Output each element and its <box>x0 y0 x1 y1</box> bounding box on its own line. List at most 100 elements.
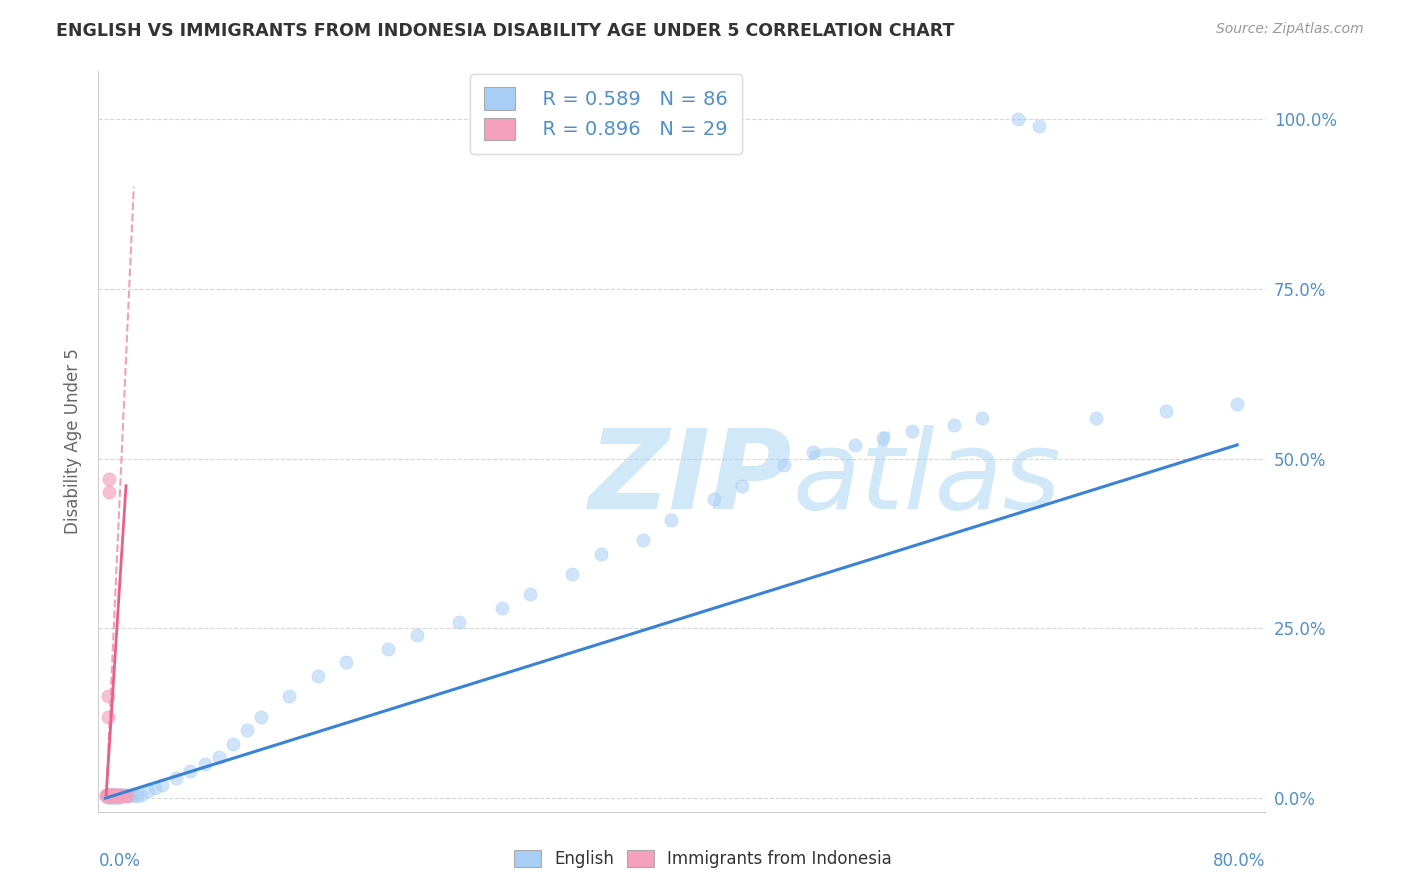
Point <box>150 778 173 792</box>
Point <box>101 788 124 802</box>
Point <box>97 709 120 723</box>
Point <box>107 789 129 804</box>
Point <box>179 764 201 778</box>
Point <box>98 789 121 804</box>
Point <box>97 788 120 802</box>
Point <box>449 615 471 629</box>
Point <box>100 789 122 803</box>
Point <box>110 789 132 803</box>
Point <box>108 789 131 803</box>
Point <box>112 789 135 803</box>
Point <box>307 669 329 683</box>
Point <box>98 788 121 802</box>
Point <box>801 444 824 458</box>
Text: 0.0%: 0.0% <box>98 853 141 871</box>
Point <box>98 789 121 803</box>
Point <box>97 788 120 802</box>
Point <box>98 472 121 486</box>
Point <box>101 789 124 803</box>
Point <box>98 788 121 802</box>
Point <box>100 789 122 804</box>
Point <box>100 789 122 803</box>
Legend:   R = 0.589   N = 86,   R = 0.896   N = 29: R = 0.589 N = 86, R = 0.896 N = 29 <box>470 74 741 153</box>
Point <box>103 789 125 804</box>
Point <box>101 789 124 804</box>
Point <box>377 641 399 656</box>
Point <box>104 789 127 804</box>
Point <box>101 789 124 803</box>
Point <box>96 789 118 804</box>
Point <box>96 789 118 803</box>
Point <box>143 780 166 795</box>
Point <box>943 417 966 432</box>
Point <box>589 547 612 561</box>
Point <box>101 789 124 803</box>
Point <box>110 789 132 803</box>
Point <box>122 788 145 802</box>
Point <box>1028 119 1050 133</box>
Point <box>208 750 231 764</box>
Point <box>236 723 259 738</box>
Point <box>165 771 187 785</box>
Point <box>97 789 120 803</box>
Point <box>659 513 682 527</box>
Point <box>96 789 118 803</box>
Point <box>103 788 125 802</box>
Point <box>278 690 301 704</box>
Point <box>193 757 215 772</box>
Point <box>104 789 127 803</box>
Point <box>97 789 120 803</box>
Point <box>96 789 118 803</box>
Point <box>104 789 127 803</box>
Point <box>104 789 127 803</box>
Point <box>136 784 159 798</box>
Text: atlas: atlas <box>793 425 1062 532</box>
Point <box>104 788 127 802</box>
Point <box>105 789 128 803</box>
Point <box>97 789 120 804</box>
Legend: English, Immigrants from Indonesia: English, Immigrants from Indonesia <box>508 843 898 875</box>
Point <box>105 788 128 802</box>
Point <box>125 789 148 803</box>
Point <box>250 709 273 723</box>
Point <box>773 458 796 473</box>
Point <box>108 789 131 803</box>
Point <box>98 485 121 500</box>
Point <box>1007 112 1029 126</box>
Point <box>96 789 118 803</box>
Point <box>101 789 124 803</box>
Point <box>117 789 139 803</box>
Point <box>115 789 138 803</box>
Point <box>103 789 125 804</box>
Point <box>731 478 754 492</box>
Point <box>100 788 122 802</box>
Point <box>96 788 118 802</box>
Text: ENGLISH VS IMMIGRANTS FROM INDONESIA DISABILITY AGE UNDER 5 CORRELATION CHART: ENGLISH VS IMMIGRANTS FROM INDONESIA DIS… <box>56 22 955 40</box>
Point <box>108 789 131 803</box>
Point <box>111 789 134 803</box>
Point <box>405 628 427 642</box>
Point <box>97 690 120 704</box>
Point <box>100 789 122 803</box>
Point <box>972 410 994 425</box>
Point <box>114 789 136 803</box>
Point <box>335 655 357 669</box>
Point <box>96 788 118 802</box>
Point <box>100 789 122 803</box>
Point <box>105 789 128 803</box>
Point <box>103 789 125 803</box>
Point <box>129 788 152 802</box>
Point <box>105 789 128 803</box>
Point <box>900 425 922 439</box>
Point <box>100 789 122 803</box>
Point <box>98 789 121 804</box>
Text: ZIP: ZIP <box>589 425 792 532</box>
Y-axis label: Disability Age Under 5: Disability Age Under 5 <box>63 349 82 534</box>
Point <box>703 492 725 507</box>
Point <box>107 789 129 804</box>
Point <box>101 788 124 802</box>
Point <box>103 789 125 803</box>
Point <box>97 789 120 803</box>
Point <box>872 431 894 445</box>
Point <box>561 566 583 581</box>
